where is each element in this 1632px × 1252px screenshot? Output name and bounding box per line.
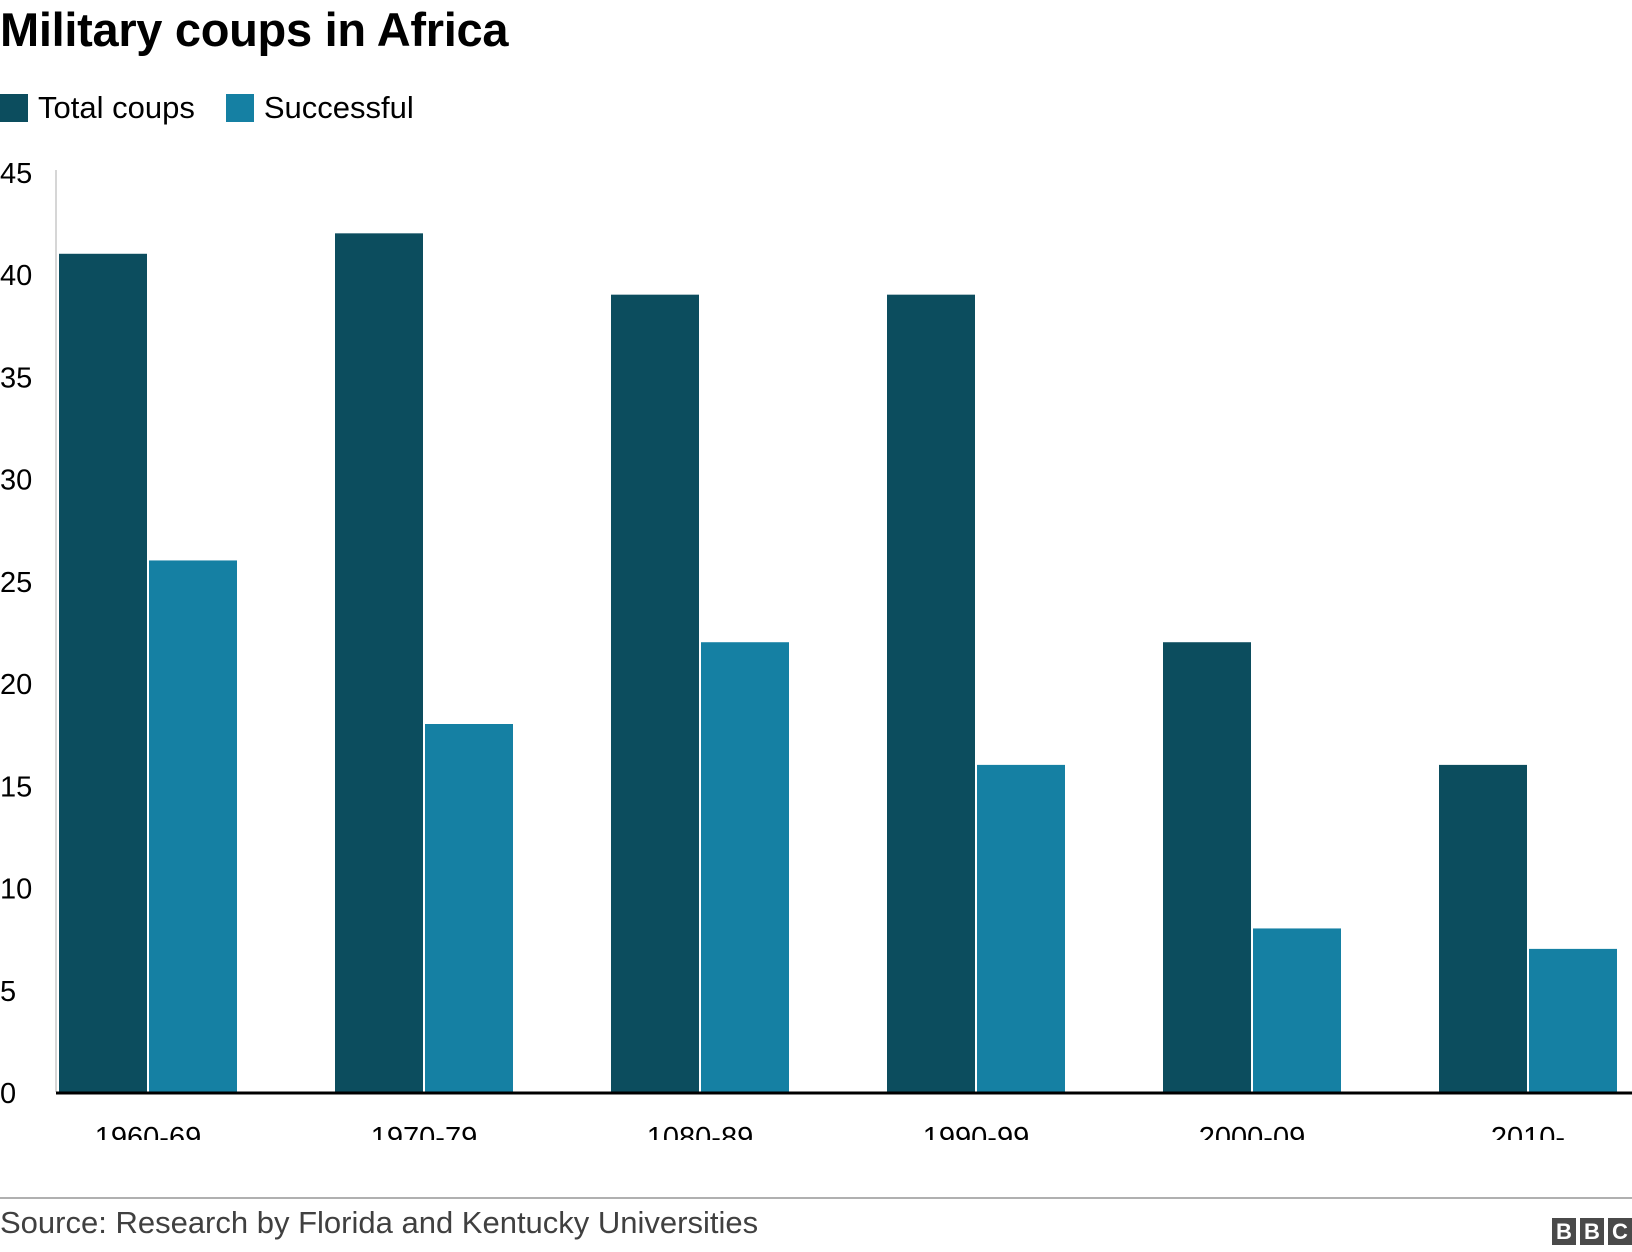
bar-total-coups: [611, 294, 699, 1092]
y-tick-label: 10: [0, 874, 32, 906]
x-tick-label: 2000-09: [1199, 1122, 1305, 1140]
x-tick-label: 2010-: [1491, 1122, 1565, 1140]
bar-total-coups: [887, 294, 975, 1092]
bar-successful: [1253, 928, 1341, 1092]
legend-item-successful: Successful: [225, 90, 414, 126]
y-tick-label: 25: [0, 567, 32, 599]
legend-swatch-successful: [225, 94, 254, 122]
bbc-logo-letter: B: [1552, 1218, 1576, 1245]
footer-divider: [0, 1197, 1632, 1199]
y-tick-label: 0: [0, 1078, 16, 1110]
bar-successful: [701, 642, 789, 1092]
x-tick-label: 1960-69: [95, 1122, 201, 1140]
y-tick-label: 45: [0, 158, 32, 190]
y-tick-label: 35: [0, 362, 32, 394]
legend: Total coups Successful: [0, 88, 445, 128]
x-tick-label: 1990-99: [923, 1122, 1029, 1140]
y-tick-label: 30: [0, 465, 32, 497]
bbc-logo-letter: C: [1608, 1218, 1632, 1245]
bbc-logo-letter: B: [1580, 1218, 1604, 1245]
legend-label-successful: Successful: [263, 90, 414, 125]
y-tick-label: 20: [0, 669, 32, 701]
bar-successful: [1529, 948, 1617, 1092]
bar-successful: [977, 764, 1065, 1092]
bbc-logo: B B C: [1548, 1218, 1632, 1245]
chart-title: Military coups in Africa: [0, 3, 509, 56]
bar-total-coups: [1439, 764, 1527, 1092]
legend-swatch-total-coups: [0, 94, 28, 122]
bar-successful: [149, 560, 237, 1092]
y-tick-label: 5: [0, 976, 16, 1008]
source-note: Source: Research by Florida and Kentucky…: [0, 1205, 759, 1240]
bar-successful: [425, 724, 513, 1092]
bar-total-coups: [1163, 642, 1251, 1092]
x-tick-label: 1080-89: [647, 1122, 753, 1140]
y-tick-label: 15: [0, 771, 32, 803]
bar-total-coups: [335, 233, 423, 1092]
x-tick-label: 1970-79: [371, 1122, 477, 1140]
legend-item-total-coups: Total coups: [0, 90, 195, 126]
legend-label-total-coups: Total coups: [38, 90, 195, 125]
bar-chart: 0 5 10 15 20 25 30 35 40 45 1960-69 1970-79 1080-89 1…: [0, 158, 1632, 1140]
y-tick-label: 40: [0, 260, 32, 292]
bar-total-coups: [59, 253, 147, 1092]
